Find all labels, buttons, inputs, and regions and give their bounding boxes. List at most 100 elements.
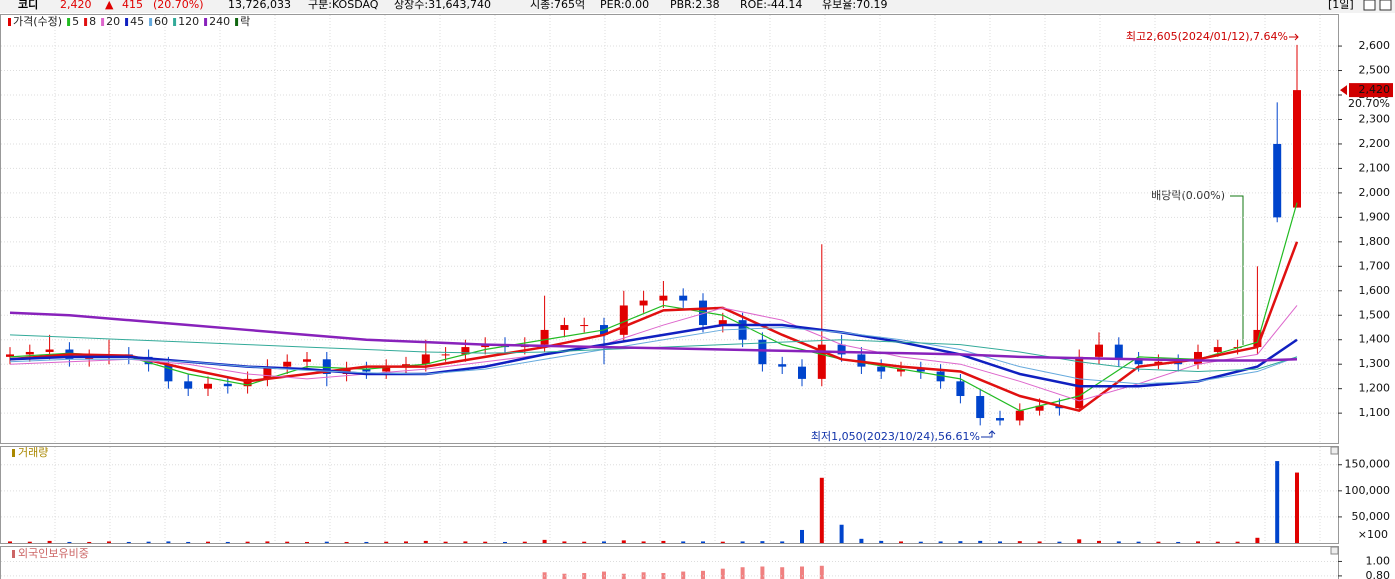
volume-bar <box>443 541 448 543</box>
legend-entry: 120 <box>178 15 199 28</box>
candle-body <box>1015 410 1024 421</box>
price: 2,420 <box>60 0 92 11</box>
candle-body <box>699 300 707 326</box>
volume-bar <box>1215 541 1220 543</box>
change-rate: (20.70%) <box>153 0 204 11</box>
candle-body <box>758 339 767 365</box>
volume-bar <box>681 541 686 543</box>
volume-bar <box>166 541 171 543</box>
y-tick-label: 50,000 <box>1352 510 1391 523</box>
candle-body <box>1293 90 1301 208</box>
volume-bar <box>324 541 329 543</box>
unit-label: ×100 <box>1358 528 1388 541</box>
candle-body <box>817 344 826 379</box>
y-tick-label: 1,400 <box>1359 333 1391 346</box>
foreign-ratio-bar <box>701 570 705 579</box>
legend-marker <box>125 18 129 26</box>
candle-body <box>778 364 787 367</box>
foreign-ratio-bar <box>740 567 745 579</box>
volume-bar <box>582 541 587 543</box>
y-tick-label: 100,000 <box>1345 484 1391 497</box>
price-panel-frame <box>0 14 1339 444</box>
volume-bar <box>503 541 507 543</box>
y-tick-label: 2,500 <box>1359 64 1391 77</box>
volume-bar <box>423 540 428 543</box>
shares: 상장수:31,643,740 <box>394 0 491 11</box>
volume-bar <box>641 541 646 543</box>
foreign-bars <box>542 565 824 579</box>
volume-bar <box>245 541 250 543</box>
legend-marker <box>84 18 88 26</box>
foreign-title: 외국인보유비중 <box>18 547 89 560</box>
candle-body <box>837 344 846 355</box>
volume-bar <box>364 541 369 543</box>
volume-bar <box>918 541 923 543</box>
window-button[interactable] <box>1379 0 1392 11</box>
legend-marker <box>204 18 208 26</box>
last-price-label: 2,420 <box>1359 83 1391 96</box>
legend-entry: 20 <box>106 15 120 28</box>
candle-body <box>1273 143 1282 218</box>
foreign-panel-frame <box>0 546 1339 579</box>
candle-body <box>184 381 193 389</box>
candle-body <box>382 366 391 372</box>
candle-body <box>421 354 430 365</box>
candle-body <box>322 359 331 374</box>
candle-body <box>303 359 311 362</box>
volume-bar <box>760 541 765 543</box>
volume-bar <box>107 541 111 543</box>
legend-marker <box>235 18 239 26</box>
volume-bar <box>146 541 151 543</box>
y-tick-label: 1.00 <box>1366 554 1391 567</box>
volume-bar <box>958 541 963 543</box>
candle-body <box>164 364 173 382</box>
candle-body <box>560 325 569 330</box>
volume-bar <box>1295 472 1299 543</box>
volume-bar <box>819 477 824 543</box>
volume-bar <box>1097 540 1101 543</box>
moving-average-line <box>9 326 1298 385</box>
dividend-label: 배당락(0.00%) <box>1151 189 1225 202</box>
candle-body <box>1253 329 1262 348</box>
volume-bar <box>522 541 527 543</box>
legend-entry: 240 <box>209 15 230 28</box>
volume-bar <box>1235 541 1240 543</box>
legend-marker <box>173 18 177 26</box>
y-tick-label: 1,800 <box>1359 235 1391 248</box>
y-tick-label: 1,500 <box>1359 308 1391 321</box>
volume-bar <box>978 540 983 543</box>
legend-marker <box>67 18 71 26</box>
volume-bar <box>463 541 468 543</box>
candle-body <box>718 320 727 326</box>
legend-entry: 가격(수정) <box>13 15 62 28</box>
up-arrow: ▲ <box>105 0 114 11</box>
market-cap: 시총:765억 <box>530 0 585 11</box>
volume-bar <box>1196 541 1200 543</box>
candle-body <box>441 354 450 356</box>
volume-bar <box>661 540 666 543</box>
legend-marker <box>12 449 15 457</box>
panel-button[interactable] <box>1330 546 1339 555</box>
volume-bar <box>1255 537 1260 543</box>
volume-bar <box>1017 541 1022 543</box>
period-button[interactable]: [1일] <box>1328 0 1354 11</box>
y-tick-label: 1,200 <box>1359 382 1391 395</box>
candle-body <box>6 354 14 357</box>
volume-bar <box>1077 539 1082 543</box>
foreign-ratio-bar <box>720 568 725 579</box>
candle-body <box>738 320 747 340</box>
window-button[interactable] <box>1363 0 1376 11</box>
volume: 13,726,033 <box>228 0 291 11</box>
foreign-ratio-bar <box>800 566 804 579</box>
low-label: 최저1,050(2023/10/24),56.61% <box>811 430 980 443</box>
volume-bar <box>384 541 389 543</box>
y-tick-label: 150,000 <box>1345 458 1391 471</box>
volume-bar <box>1037 541 1042 543</box>
moving-average-line <box>9 334 1298 373</box>
panel-button[interactable] <box>1330 446 1339 455</box>
y-tick-label: 2,200 <box>1359 137 1391 150</box>
volume-bar <box>899 541 903 543</box>
foreign-ratio-bar <box>661 573 666 579</box>
candle-body <box>897 369 905 372</box>
candle-body <box>976 396 985 419</box>
